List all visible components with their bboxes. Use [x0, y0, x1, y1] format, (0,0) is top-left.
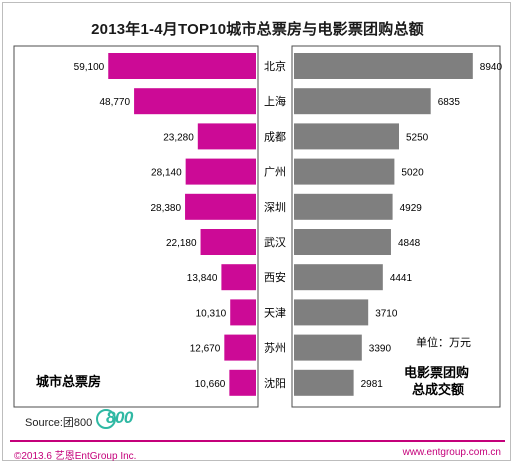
city-label: 深圳 [264, 201, 286, 214]
box-office-bar [185, 158, 256, 185]
group-buy-bar [294, 299, 369, 326]
box-office-bar [134, 88, 256, 115]
box-office-value-label: 13,840 [187, 273, 218, 284]
logo-wordmark: 800 [106, 408, 133, 427]
source-text: Source:团800 [25, 417, 93, 429]
box-office-bar [224, 334, 256, 361]
left-panel-label: 城市总票房 [36, 374, 102, 389]
group-buy-value-label: 3710 [375, 308, 398, 319]
footer-url: www.entgroup.com.cn [402, 447, 501, 458]
group-buy-value-label: 4929 [400, 203, 423, 214]
box-office-bar [200, 229, 256, 255]
group-buy-value-label: 6835 [438, 97, 461, 108]
city-label: 沈阳 [264, 376, 286, 390]
box-office-bar [229, 369, 256, 396]
box-office-bar [221, 264, 256, 291]
box-office-value-label: 59,100 [74, 62, 105, 73]
city-label: 天津 [264, 306, 286, 319]
city-label: 上海 [264, 94, 286, 108]
box-office-bar [185, 193, 256, 220]
unit-label: 单位：万元 [416, 337, 471, 349]
box-office-value-label: 12,670 [190, 344, 221, 355]
group-buy-bar [294, 229, 391, 255]
tuan800-logo: 800 [96, 408, 158, 432]
group-buy-bar [294, 123, 399, 150]
box-office-value-label: 28,380 [150, 203, 181, 214]
city-label: 西安 [264, 270, 286, 284]
group-buy-value-label: 4441 [390, 273, 413, 284]
group-buy-value-label: 5020 [401, 168, 424, 179]
footer-copyright: ©2013.6 艺恩EntGroup Inc. [14, 451, 137, 462]
box-office-bar [197, 123, 256, 150]
group-buy-bar [294, 158, 395, 185]
group-buy-value-label: 8940 [480, 62, 503, 73]
box-office-value-label: 28,140 [151, 168, 182, 179]
group-buy-value-label: 4848 [398, 238, 421, 249]
box-office-bar [108, 53, 256, 79]
box-office-value-label: 10,310 [196, 308, 227, 319]
right-panel-label-line2: 总成交额 [412, 382, 465, 397]
logo-ring-icon [96, 409, 116, 429]
group-buy-value-label: 2981 [361, 379, 384, 390]
city-label: 成都 [264, 130, 286, 143]
city-label: 苏州 [264, 342, 286, 355]
box-office-value-label: 10,660 [195, 379, 226, 390]
box-office-value-label: 22,180 [166, 238, 197, 249]
footer-rule [10, 440, 505, 442]
group-buy-bar [294, 88, 431, 115]
group-buy-value-label: 3390 [369, 344, 392, 355]
city-label: 武汉 [264, 236, 286, 249]
group-buy-bar [294, 334, 362, 361]
box-office-bar [230, 299, 256, 326]
group-buy-bar [294, 264, 383, 291]
group-buy-bar [294, 369, 354, 396]
city-label: 广州 [264, 166, 286, 179]
city-label: 北京 [264, 59, 286, 73]
group-buy-value-label: 5250 [406, 132, 429, 143]
right-panel-label-line1: 电影票团购 [404, 365, 470, 380]
group-buy-bar [294, 53, 473, 79]
box-office-value-label: 48,770 [99, 97, 130, 108]
group-buy-bar [294, 193, 393, 220]
box-office-value-label: 23,280 [163, 132, 194, 143]
chart-title: 2013年1-4月TOP10城市总票房与电影票团购总额 [91, 21, 424, 38]
